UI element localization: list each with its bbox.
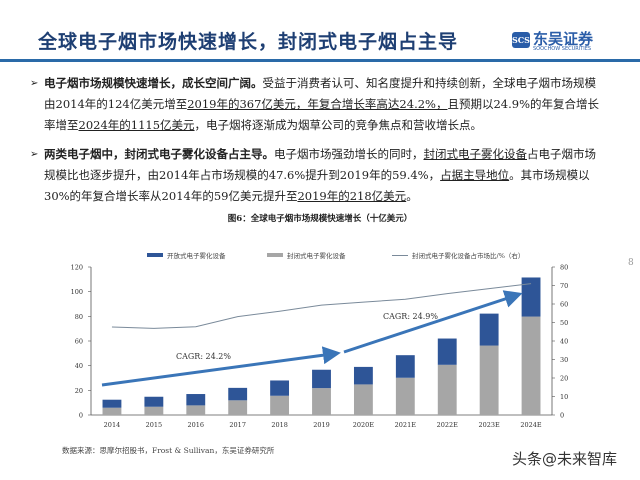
x-tick-label: 2017 [229,421,246,429]
slide-title: 全球电子烟市场快速增长，封闭式电子烟占主导 [38,31,459,53]
share-line [111,283,532,329]
header-divider [0,59,640,62]
bar-open [521,277,541,317]
bullet-underlined: 2019年的218亿美元 [297,189,407,203]
bar-closed [186,405,206,415]
logo-en: SOOCHOW SECURITIES [533,46,592,52]
x-tick-label: 2018 [271,421,288,429]
bar-open [102,399,122,408]
bar-open [353,366,373,385]
data-source: 数据来源：思摩尔招股书，Frost & Sullivan，东吴证券研究所 [62,446,275,455]
y-tick-label: 100 [71,288,83,296]
bar-closed [479,345,499,415]
x-tick-label: 2024E [520,421,542,429]
bar-closed [353,384,373,415]
y2-tick-label: 30 [560,356,568,364]
y2-tick-label: 0 [560,412,564,420]
y2-tick-label: 20 [560,375,568,383]
x-tick-label: 2022E [437,421,459,429]
legend-closed: 封闭式电子雾化设备 [267,250,346,260]
legend-swatch [147,253,163,257]
bar-open [144,396,164,407]
bar-closed [102,407,122,415]
x-tick-label: 2023E [478,421,500,429]
bar-closed [521,316,541,415]
x-tick-label: 2019 [313,421,330,429]
y-tick-label: 40 [75,362,83,370]
y-tick-label: 80 [75,313,83,321]
bullet-text: 电子烟市场强劲增长的同时， [274,147,424,161]
bullet-text: 占电子烟市场规模比也逐步提升，由2014年占市场规模的47.6%提升到2019年… [44,147,596,182]
page-number: 8 [628,258,634,268]
y-tick-label: 20 [75,387,83,395]
x-tick-label: 2014 [104,421,121,429]
bullet-underlined: 2019年的367亿美元，年复合增长率高达24.2%， [187,97,448,111]
bar-closed [312,388,331,415]
bar-open [228,387,248,401]
soochow-logo: SCS 东吴证券 SOOCHOW SECURITIES [512,30,604,52]
y-tick-label: 60 [75,338,83,346]
bullet-text: 。 [406,189,418,203]
bar-open [186,394,206,406]
y2-tick-label: 80 [560,264,568,272]
cagr-label-2: CAGR: 24.9% [383,312,438,321]
y-tick-label: 0 [79,412,83,420]
bullet-text: 且预期以24.9%的年复合增长率增至 [44,97,600,132]
bullet-underlined: 占据主导地位 [440,168,510,182]
x-tick-label: 2016 [187,421,204,429]
logo-cn: 东吴证券 [533,30,594,48]
legend-label: 开放式电子雾化设备 [167,252,226,260]
y2-tick-label: 60 [560,301,568,309]
bar-closed [270,395,290,415]
bar-closed [395,377,415,415]
legend-open: 开放式电子雾化设备 [147,250,226,260]
bar-open [437,338,457,365]
bar-closed [228,400,248,415]
bar-closed [437,364,457,415]
y2-tick-label: 50 [560,319,568,327]
bullet-1: ➢ 电子烟市场规模快速增长，成长空间广阔。受益于消费者认可、知名度提升和持续创新… [30,73,602,136]
bar-open [270,380,290,396]
legend-swatch [392,254,408,256]
legend-share: 封闭式电子雾化设备占市场比/%（右） [392,250,524,260]
bullet-underlined: 2024年的1115亿美元 [78,118,195,132]
x-tick-label: 2020E [353,421,375,429]
y-tick-label: 120 [71,264,83,272]
x-tick-label: 2021E [395,421,417,429]
bullet-heading: 电子烟市场规模快速增长，成长空间广阔。 [44,76,263,90]
bullet-text: 。其市场规模以30%的年复合增长率从2014年的59亿美元提升至 [44,168,590,203]
arrow-bullet-icon: ➢ [30,149,39,160]
bar-open [395,355,415,378]
cagr-arrow-2 [343,290,523,354]
legend-swatch [267,253,283,257]
cagr-label-1: CAGR: 24.2% [176,352,231,361]
watermark: 头条@未来智库 [512,450,618,468]
y2-tick-label: 40 [560,338,568,346]
legend-label: 封闭式电子雾化设备占市场比/%（右） [412,252,525,260]
bullet-text: ，电子烟将逐渐成为烟草公司的竞争焦点和营收增长点。 [194,118,483,132]
cagr-arrow-1 [101,346,341,387]
bar-closed [144,406,164,415]
bar-open [479,313,499,346]
bullet-2: ➢ 两类电子烟中，封闭式电子雾化设备占主导。电子烟市场强劲增长的同时，封闭式电子… [30,144,602,207]
bullet-underlined: 封闭式电子雾化设备 [423,147,528,161]
bullet-text: 受益于消费者认可、知名度提升和持续创新，全球电子烟市场规模由2014年的124亿… [44,76,596,111]
y2-tick-label: 10 [560,393,568,401]
x-tick-label: 2015 [146,421,163,429]
bar-open [312,369,331,389]
bullet-heading: 两类电子烟中，封闭式电子雾化设备占主导。 [44,147,274,161]
chart-title: 图6：全球电子烟市场规模快速增长（十亿美元） [227,214,413,224]
arrow-bullet-icon: ➢ [30,78,39,89]
logo-mark: SCS [512,32,530,48]
legend-label: 封闭式电子雾化设备 [287,252,346,260]
y2-tick-label: 70 [560,282,568,290]
